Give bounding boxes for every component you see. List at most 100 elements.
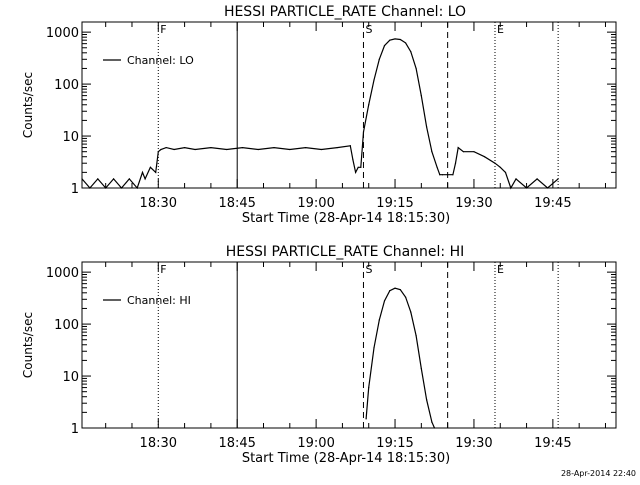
data-point [420, 95, 422, 97]
data-point [431, 421, 433, 423]
data-point [144, 178, 146, 180]
data-point [557, 178, 559, 180]
data-point [452, 174, 454, 176]
data-point [373, 79, 375, 81]
data-point [483, 156, 486, 158]
chart-title: HESSI PARTICLE_RATE Channel: LO [224, 4, 466, 20]
data-point [426, 399, 428, 401]
legend-entry: Channel: HI [127, 294, 191, 307]
event-marker-label: S [365, 23, 372, 36]
y-axis-label: Counts/sec [21, 312, 35, 378]
data-point [373, 347, 375, 349]
data-point [155, 171, 157, 173]
event-marker-label: S [365, 263, 372, 276]
data-point [149, 166, 151, 168]
data-point [352, 159, 354, 161]
y-tick-label: 100 [54, 78, 79, 93]
event-marker-label: F [160, 263, 166, 276]
y-tick-label: 10 [62, 370, 79, 385]
data-point [410, 51, 412, 53]
data-point [404, 42, 407, 44]
data-point [454, 162, 457, 164]
x-tick-label: 18:30 [140, 196, 177, 211]
y-tick-label: 1000 [46, 26, 79, 41]
plot-frame [81, 21, 617, 189]
chart-title: HESSI PARTICLE_RATE Channel: HI [226, 244, 464, 260]
x-axis-label: Start Time (28-Apr-14 18:15:30) [242, 211, 450, 226]
data-point [241, 146, 244, 149]
event-marker-label: F [160, 23, 166, 36]
x-tick-label: 18:45 [218, 196, 255, 211]
data-point [210, 146, 212, 149]
data-point [499, 166, 501, 168]
data-point [320, 148, 322, 151]
x-tick-label: 19:00 [297, 196, 334, 211]
data-point [436, 166, 438, 168]
data-point [536, 178, 538, 180]
data-point [304, 146, 307, 149]
data-point [383, 45, 386, 47]
data-point [399, 289, 401, 291]
data-point [378, 319, 380, 321]
x-tick-label: 18:45 [218, 436, 255, 451]
data-point [457, 146, 459, 149]
data-point [141, 171, 144, 173]
x-axis-label: Start Time (28-Apr-14 18:15:30) [242, 451, 450, 466]
data-point [441, 174, 443, 176]
x-tick-label: 19:45 [534, 436, 571, 451]
data-point [510, 187, 512, 189]
data-point [439, 174, 441, 176]
data-point [494, 162, 496, 164]
data-point [365, 418, 367, 420]
data-point [547, 187, 549, 189]
data-point [336, 146, 338, 149]
y-tick-label: 100 [54, 318, 79, 333]
x-tick-label: 19:00 [297, 436, 334, 451]
data-point [415, 335, 417, 337]
chart-panel-0: HESSI PARTICLE_RATE Channel: LO Start Tim… [21, 4, 617, 226]
x-tick-label: 18:30 [140, 436, 177, 451]
data-point [389, 39, 391, 41]
data-point [194, 148, 196, 151]
data-point [136, 187, 138, 189]
x-tick-label: 19:15 [376, 196, 413, 211]
event-marker-label: E [497, 23, 504, 36]
y-axis-label: Counts/sec [21, 72, 35, 138]
data-point [173, 148, 175, 151]
data-point [128, 178, 130, 180]
data-point [360, 166, 362, 168]
data-point [81, 178, 83, 180]
y-tick-label: 10 [62, 130, 79, 145]
y-tick-label: 1 [71, 182, 79, 197]
data-point [357, 166, 359, 168]
series-line [365, 287, 436, 429]
data-point [273, 146, 275, 149]
data-point [515, 178, 517, 180]
data-point [354, 171, 357, 173]
data-point [160, 148, 162, 151]
data-point [404, 296, 407, 298]
data-point [473, 151, 475, 153]
data-point [112, 178, 115, 180]
data-point [97, 178, 99, 180]
data-point [415, 67, 417, 70]
data-point [257, 148, 259, 151]
data-point [399, 38, 401, 41]
data-point [378, 58, 380, 60]
data-point [105, 187, 107, 189]
data-point [389, 290, 391, 292]
data-point [394, 38, 396, 40]
data-point [447, 174, 449, 176]
data-point [349, 145, 351, 147]
data-point [410, 311, 412, 313]
data-point [226, 148, 228, 151]
data-point [89, 187, 91, 189]
x-tick-label: 19:45 [534, 196, 571, 211]
data-point [120, 187, 123, 189]
footer-timestamp: 28-Apr-2014 22:40 [561, 469, 636, 478]
data-point [289, 148, 291, 151]
legend-entry: Channel: LO [127, 54, 194, 67]
data-point [431, 151, 433, 153]
event-marker-label: E [497, 263, 504, 276]
